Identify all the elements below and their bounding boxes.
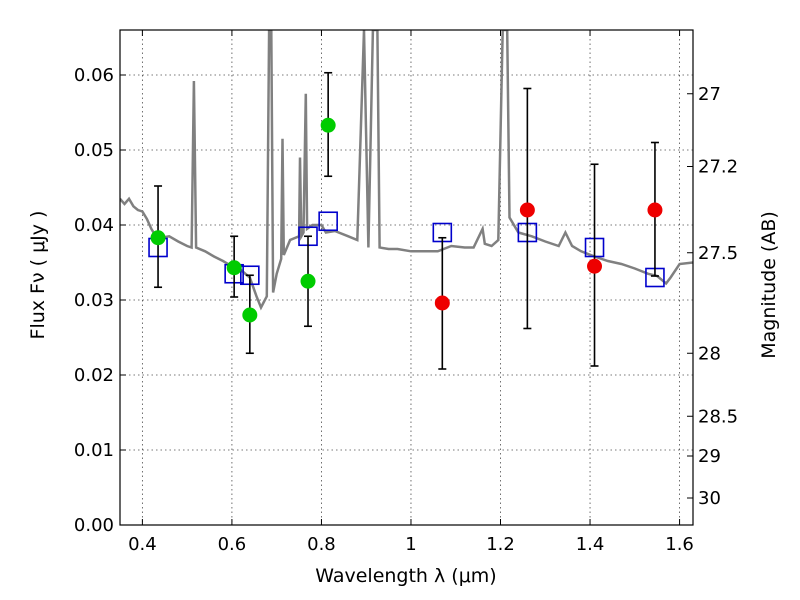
grid-lines <box>120 30 693 526</box>
x-axis-label: Wavelength λ (μm) <box>315 565 496 587</box>
observed-flux-point <box>587 258 603 274</box>
axis-ticks: 0.4 0.6 0.8 1 1.2 1.4 1.6 0.00 0.01 0.02 0.03 0.04 0… <box>74 30 738 555</box>
observed-flux-point <box>647 202 663 218</box>
x-tick-label: 0.6 <box>218 534 247 555</box>
observed-flux-point <box>150 230 166 246</box>
axes-frame <box>119 29 694 526</box>
y2-tick-label: 30 <box>698 488 721 509</box>
y-axis-label: Flux Fν ( μJy ) <box>27 211 49 340</box>
x-tick-label: 0.4 <box>128 534 157 555</box>
data-marks <box>148 71 665 370</box>
observed-flux-point <box>242 307 258 323</box>
x-tick-label: 1.4 <box>576 534 605 555</box>
observed-flux-point <box>300 273 316 289</box>
y-tick-label: 0.02 <box>74 365 114 386</box>
observed-flux-point <box>226 260 242 276</box>
model-spectrum-line <box>120 30 693 311</box>
x-tick-label: 1 <box>405 534 416 555</box>
y2-tick-label: 27.5 <box>698 243 738 264</box>
y2-tick-label: 28 <box>698 343 721 364</box>
y2-tick-label: 29 <box>698 446 721 467</box>
y2-tick-label: 27 <box>698 84 721 105</box>
y-tick-label: 0.05 <box>74 140 114 161</box>
y2-tick-label: 27.2 <box>698 157 738 178</box>
x-tick-label: 0.8 <box>307 534 336 555</box>
observed-flux-point <box>519 202 535 218</box>
x-tick-label: 1.6 <box>665 534 694 555</box>
x-tick-label: 1.2 <box>486 534 515 555</box>
y-tick-label: 0.04 <box>74 215 114 236</box>
y2-axis-label: Magnitude (AB) <box>758 211 780 359</box>
model-band-square <box>318 211 338 232</box>
y-tick-label: 0.00 <box>74 515 114 536</box>
y-tick-label: 0.01 <box>74 440 114 461</box>
y-tick-label: 0.06 <box>74 65 114 86</box>
y2-tick-label: 28.5 <box>698 406 738 427</box>
observed-flux-point <box>434 295 450 311</box>
observed-flux-point <box>320 117 336 133</box>
plot-area <box>120 30 693 370</box>
y-tick-label: 0.03 <box>74 290 114 311</box>
